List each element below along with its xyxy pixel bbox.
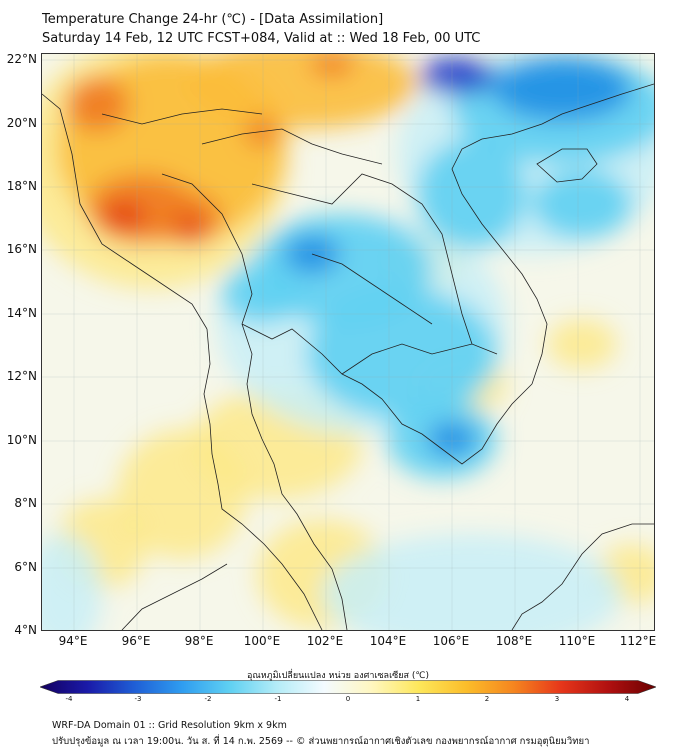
colorbar-gradient [40,680,656,694]
lat-label: 12°N [6,369,37,383]
footer-credit: ปรับปรุงข้อมูล ณ เวลา 19:00น. วัน ส. ที่… [52,736,590,747]
colorbar-tick: 1 [415,695,421,703]
colorbar-tick: 3 [554,695,560,703]
lon-label: 98°E [184,634,214,648]
temperature-anomaly-blob [102,202,146,230]
chart-subtitle: Saturday 14 Feb, 12 UTC FCST+084, Valid … [42,31,481,46]
boundary-line [201,128,383,165]
chart-title: Temperature Change 24-hr (℃) - [Data Ass… [42,12,384,27]
boundary-line [536,148,598,183]
temperature-anomaly-blob [322,534,622,630]
footer-model-info: WRF-DA Domain 01 :: Grid Resolution 9km … [52,720,287,731]
temperature-anomaly-blob [310,54,354,76]
colorbar-tick: -2 [204,695,212,703]
lat-label: 16°N [6,242,37,256]
boundary-line [251,173,473,345]
lat-label: 8°N [14,496,37,510]
colorbar-title: อุณหภูมิเปลี่ยนแปลง หน่วย องศาเซลเซียส (… [246,671,430,681]
boundary-line [341,343,498,375]
temperature-anomaly-blob [547,319,617,369]
temperature-anomaly-blob [307,289,497,419]
colorbar-tick: -3 [134,695,142,703]
boundary-line [241,323,533,465]
colorbar-tick: -4 [65,695,73,703]
lon-label: 112°E [619,634,657,648]
temperature-anomaly-blob [187,54,417,129]
lat-label: 20°N [6,116,37,130]
boundary-line [311,253,433,325]
lon-label: 100°E [243,634,281,648]
temperature-anomaly-blob [244,118,280,146]
lat-label: 22°N [6,52,37,66]
map-canvas [42,54,654,630]
temperature-anomaly-blob [417,139,527,249]
temperature-field [42,54,654,630]
temperature-anomaly-blob [42,534,102,630]
lat-label: 6°N [14,560,37,574]
boundary-line [42,93,208,330]
lat-label: 18°N [6,179,37,193]
lat-label: 14°N [6,306,37,320]
colorbar-tick: 2 [484,695,490,703]
boundary-line [511,523,654,630]
temperature-anomaly-blob [176,217,204,241]
colorbar-tick: 0 [345,695,351,703]
colorbar-tick: 4 [624,695,630,703]
temperature-anomaly-blob [419,58,495,94]
lon-label: 110°E [558,634,596,648]
temperature-map [41,53,655,631]
graticule [42,54,654,630]
lat-label: 4°N [14,623,37,637]
temperature-anomaly-blob [532,169,632,239]
lon-label: 106°E [432,634,470,648]
boundary-line [203,328,323,630]
boundary-line [161,173,253,325]
temperature-anomaly-blob [492,57,632,121]
lon-label: 108°E [495,634,533,648]
lon-label: 102°E [306,634,344,648]
lon-label: 94°E [58,634,88,648]
boundary-line [481,83,654,140]
coastlines-and-borders [42,83,654,630]
lat-label: 10°N [6,433,37,447]
lon-label: 104°E [369,634,407,648]
boundary-line [101,108,263,125]
temperature-anomaly-blob [222,264,302,324]
colorbar [40,680,656,694]
colorbar-tick: -1 [274,695,282,703]
boundary-line [241,323,348,630]
boundary-line [121,563,228,630]
temperature-anomaly-blob [65,76,129,132]
temperature-anomaly-blob [117,429,247,559]
lon-label: 96°E [121,634,151,648]
boundary-line [451,138,548,385]
